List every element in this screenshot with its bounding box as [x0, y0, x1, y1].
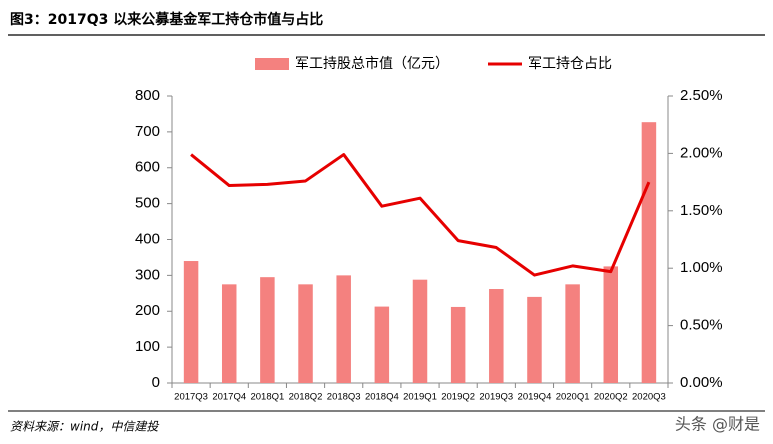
legend-label: 军工持股总市值（亿元） [295, 55, 449, 72]
bar [374, 306, 390, 383]
x-tick-label: 2017Q4 [212, 392, 246, 403]
x-tick-label: 2019Q4 [518, 392, 552, 403]
y-tick-label: 400 [135, 230, 160, 247]
bar [565, 284, 580, 383]
x-tick-label: 2019Q3 [479, 392, 513, 403]
watermark: 头条 @财是 [675, 415, 760, 434]
y-tick-label: 300 [135, 266, 160, 283]
x-tick-label: 2018Q1 [250, 392, 284, 403]
y-tick-label: 200 [135, 302, 160, 319]
chart-title: 图3：2017Q3 以来公募基金军工持仓市值与占比 [10, 11, 323, 28]
x-tick-label: 2017Q3 [174, 392, 208, 403]
legend-swatch [255, 58, 289, 70]
bar [260, 277, 275, 383]
y2-tick-label: 1.00% [680, 259, 723, 276]
line [190, 153, 651, 277]
x-tick-label: 2020Q2 [594, 392, 628, 403]
bar [603, 266, 619, 383]
x-tick-label: 2018Q3 [327, 392, 361, 403]
y-tick-label: 700 [135, 123, 160, 140]
y2-tick-label: 2.00% [680, 144, 723, 161]
y2-tick-label: 0.50% [680, 317, 723, 334]
x-tick-label: 2018Q2 [289, 392, 323, 403]
x-tick-label: 2020Q3 [632, 392, 666, 403]
y-tick-label: 600 [135, 159, 160, 176]
bar [412, 279, 428, 383]
bar [450, 306, 466, 383]
x-tick-label: 2020Q1 [556, 392, 590, 403]
y-tick-label: 0 [152, 374, 160, 391]
y-tick-label: 800 [135, 87, 160, 104]
bar [527, 296, 542, 383]
bar [221, 284, 237, 383]
y-tick-label: 100 [135, 338, 160, 355]
y2-tick-label: 1.50% [680, 202, 723, 219]
source-note: 资料来源：wind，中信建投 [10, 420, 159, 434]
x-tick-label: 2018Q4 [365, 392, 399, 403]
bar [298, 284, 313, 383]
bar [489, 289, 504, 383]
y2-tick-label: 0.00% [680, 374, 723, 391]
y-tick-label: 500 [135, 195, 160, 212]
bar [183, 261, 199, 383]
x-tick-label: 2019Q2 [441, 392, 475, 403]
bar [336, 275, 351, 383]
y2-tick-label: 2.50% [680, 87, 723, 104]
x-tick-label: 2019Q1 [403, 392, 437, 403]
bar [641, 122, 657, 383]
legend-label: 军工持仓占比 [528, 56, 612, 72]
